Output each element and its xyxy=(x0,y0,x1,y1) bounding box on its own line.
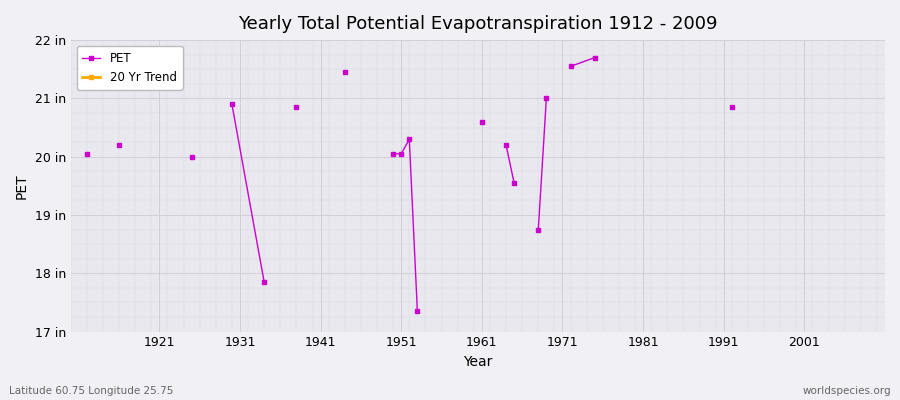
Title: Yearly Total Potential Evapotranspiration 1912 - 2009: Yearly Total Potential Evapotranspiratio… xyxy=(238,15,717,33)
Text: worldspecies.org: worldspecies.org xyxy=(803,386,891,396)
Y-axis label: PET: PET xyxy=(15,173,29,199)
X-axis label: Year: Year xyxy=(464,355,492,369)
Legend: PET, 20 Yr Trend: PET, 20 Yr Trend xyxy=(76,46,183,90)
Text: Latitude 60.75 Longitude 25.75: Latitude 60.75 Longitude 25.75 xyxy=(9,386,174,396)
